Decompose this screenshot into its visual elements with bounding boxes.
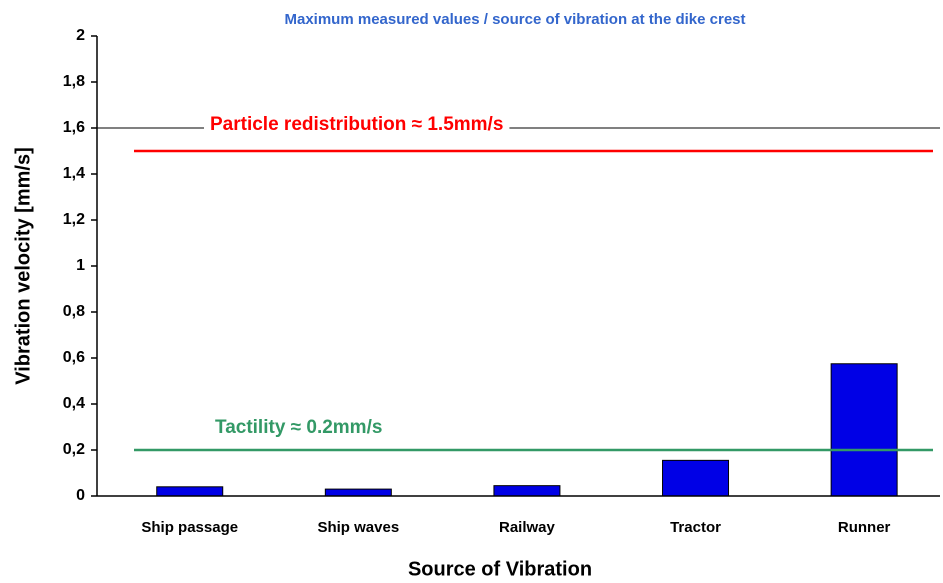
y-tick-label: 2 [76, 27, 85, 44]
x-tick-label: Ship waves [317, 519, 399, 536]
reference-label: Particle redistribution ≈ 1.5mm/s [210, 114, 503, 135]
y-tick-label: 0,8 [63, 303, 85, 320]
y-tick-label: 0,2 [63, 441, 85, 458]
y-tick-label: 1,8 [63, 73, 85, 90]
x-tick-label: Tractor [670, 519, 721, 536]
label-background [204, 114, 510, 136]
label-background [209, 417, 389, 439]
bar [156, 486, 224, 497]
y-tick-label: 1,6 [63, 119, 85, 136]
bar [662, 459, 730, 497]
y-axis-label: Vibration velocity [mm/s] [12, 147, 34, 384]
chart-title: Maximum measured values / source of vibr… [285, 11, 746, 28]
x-tick-label: Railway [499, 519, 556, 536]
x-tick-label: Runner [838, 519, 891, 536]
y-tick-label: 1 [76, 257, 85, 274]
y-tick-label: 0,6 [63, 349, 85, 366]
reference-label: Tactility ≈ 0.2mm/s [215, 417, 382, 438]
y-tick-label: 1,4 [63, 165, 85, 182]
bar [493, 485, 561, 497]
y-tick-label: 0 [76, 487, 85, 504]
bar [324, 488, 392, 497]
y-tick-label: 1,2 [63, 211, 85, 228]
x-tick-label: Ship passage [141, 519, 238, 536]
y-tick-label: 0,4 [63, 395, 85, 412]
x-axis-label: Source of Vibration [408, 558, 592, 580]
bar [830, 363, 898, 497]
